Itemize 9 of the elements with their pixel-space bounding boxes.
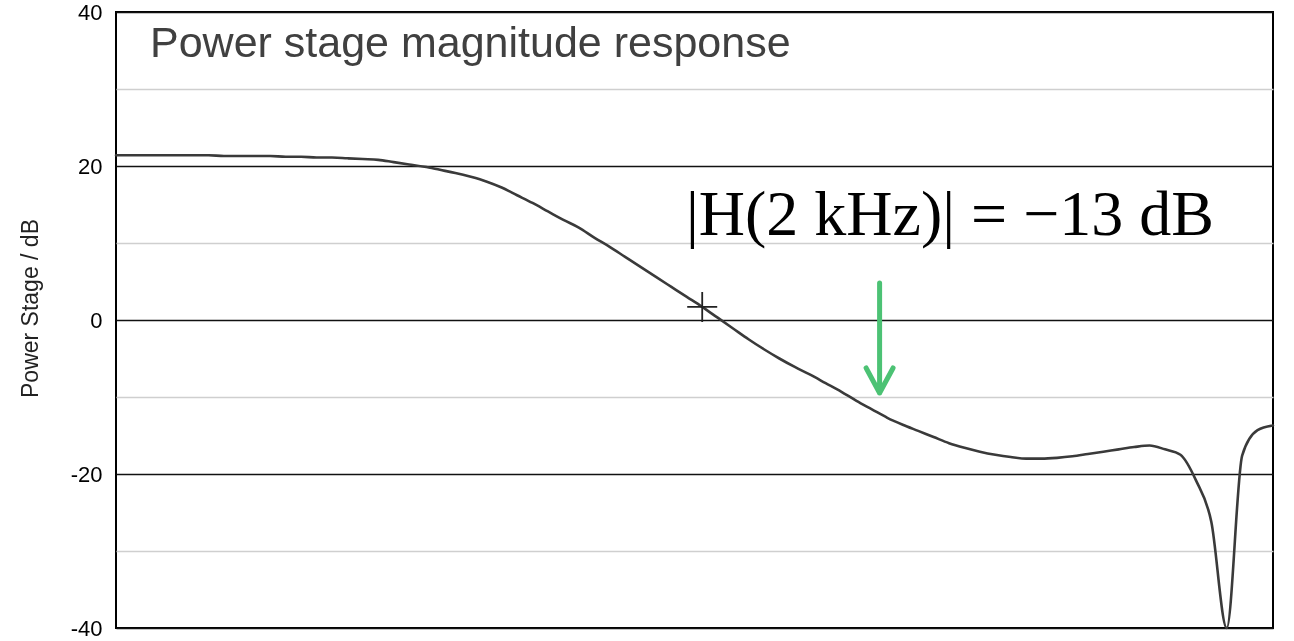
y-axis-title: Power Stage / dB (16, 219, 43, 398)
chart-title: Power stage magnitude response (150, 18, 791, 66)
y-tick-label: -40 (70, 615, 103, 641)
y-tick-label: -20 (70, 461, 103, 487)
y-tick-label: 20 (78, 153, 103, 179)
annotation: |H(2 kHz)| = −13 dB (686, 178, 1214, 249)
line-series (114, 153, 1275, 630)
y-tick-label: 40 (78, 0, 103, 25)
y-tick-label: 0 (90, 307, 103, 333)
